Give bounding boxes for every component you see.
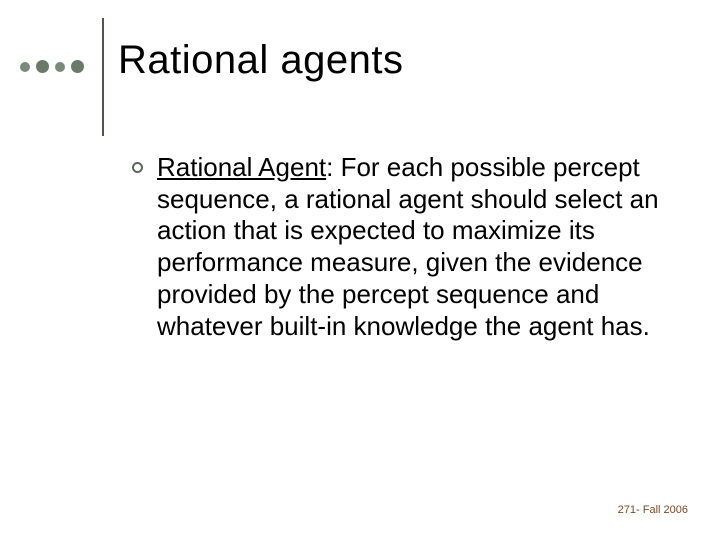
- bullet-text: Rational Agent: For each possible percep…: [157, 152, 672, 342]
- decor-dot: [36, 60, 49, 73]
- bullet-term: Rational Agent: [157, 152, 326, 182]
- bullet-ring-icon: [132, 162, 143, 173]
- slide-footer: 271- Fall 2006: [618, 504, 688, 516]
- bullet-item: Rational Agent: For each possible percep…: [132, 152, 672, 342]
- slide-title: Rational agents: [118, 38, 403, 83]
- slide-body: Rational Agent: For each possible percep…: [132, 152, 672, 342]
- decor-dot: [71, 60, 84, 73]
- decor-dot: [55, 62, 65, 72]
- title-decor-dots: [20, 60, 84, 73]
- title-vertical-rule: [102, 18, 104, 136]
- decor-dot: [20, 62, 30, 72]
